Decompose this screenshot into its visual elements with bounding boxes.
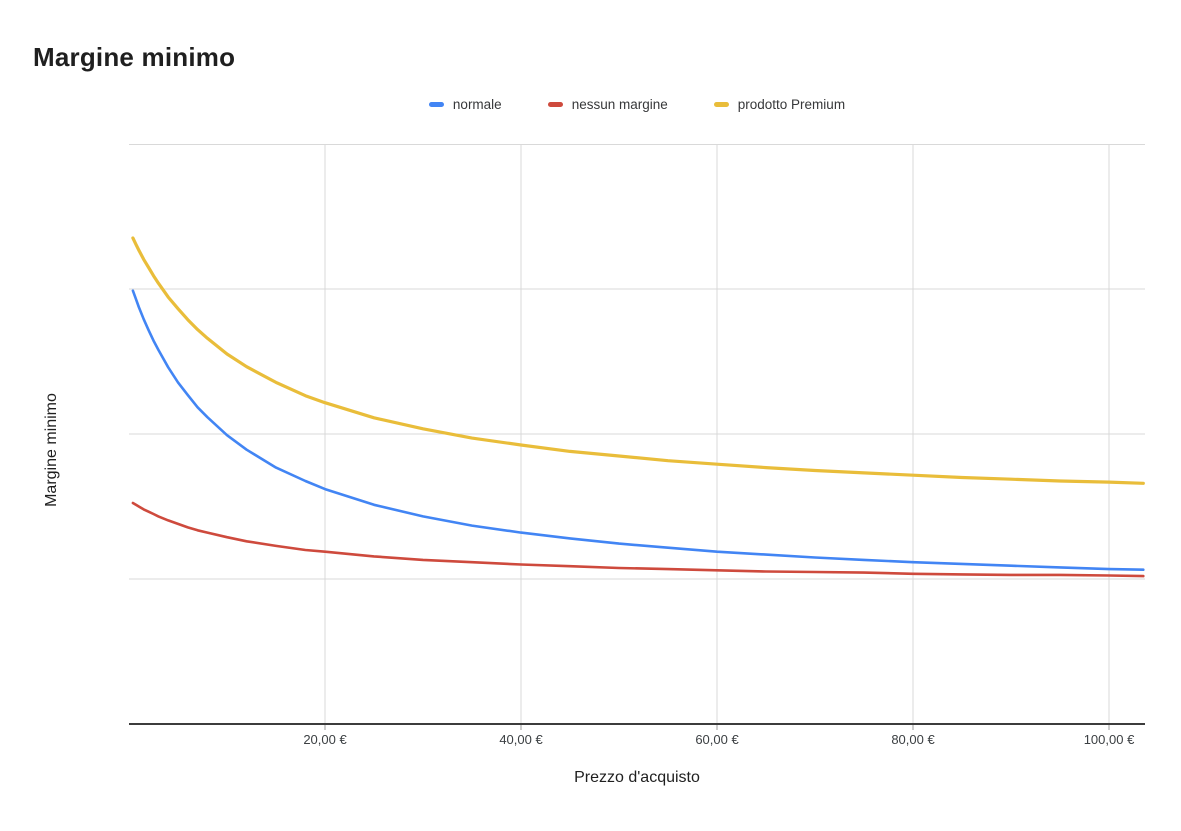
legend: normale nessun margine prodotto Premium xyxy=(129,93,1145,115)
legend-item-normale: normale xyxy=(428,96,502,112)
legend-swatch-prodotto-premium xyxy=(713,101,729,107)
series-path-normale xyxy=(131,289,1145,571)
x-axis-tick-labels: 20,00 € 40,00 € 60,00 € 80,00 € 100,00 € xyxy=(129,732,1145,750)
legend-item-nessun-margine: nessun margine xyxy=(547,96,668,112)
series-path-nessun-margine xyxy=(131,501,1145,578)
legend-swatch-nessun-margine xyxy=(547,101,563,107)
x-tick-label-20: 20,00 € xyxy=(303,732,347,747)
x-axis-title: Prezzo d'acquisto xyxy=(574,769,700,786)
legend-swatch-normale xyxy=(428,101,444,107)
plot-area xyxy=(129,144,1145,736)
y-axis-title: Margine minimo xyxy=(43,393,60,507)
legend-item-prodotto-premium: prodotto Premium xyxy=(713,96,846,112)
plot-svg xyxy=(129,144,1145,730)
series-path-prodotto-Premium xyxy=(131,236,1145,485)
legend-label-normale: normale xyxy=(452,96,502,112)
x-tick-label-100: 100,00 € xyxy=(1083,732,1135,747)
x-tick-label-80: 80,00 € xyxy=(891,732,935,747)
chart-title: Margine minimo xyxy=(33,42,236,72)
x-tick-label-40: 40,00 € xyxy=(499,732,543,747)
x-tick-label-60: 60,00 € xyxy=(695,732,739,747)
legend-label-prodotto-premium: prodotto Premium xyxy=(737,96,846,112)
legend-label-nessun-margine: nessun margine xyxy=(571,96,668,112)
